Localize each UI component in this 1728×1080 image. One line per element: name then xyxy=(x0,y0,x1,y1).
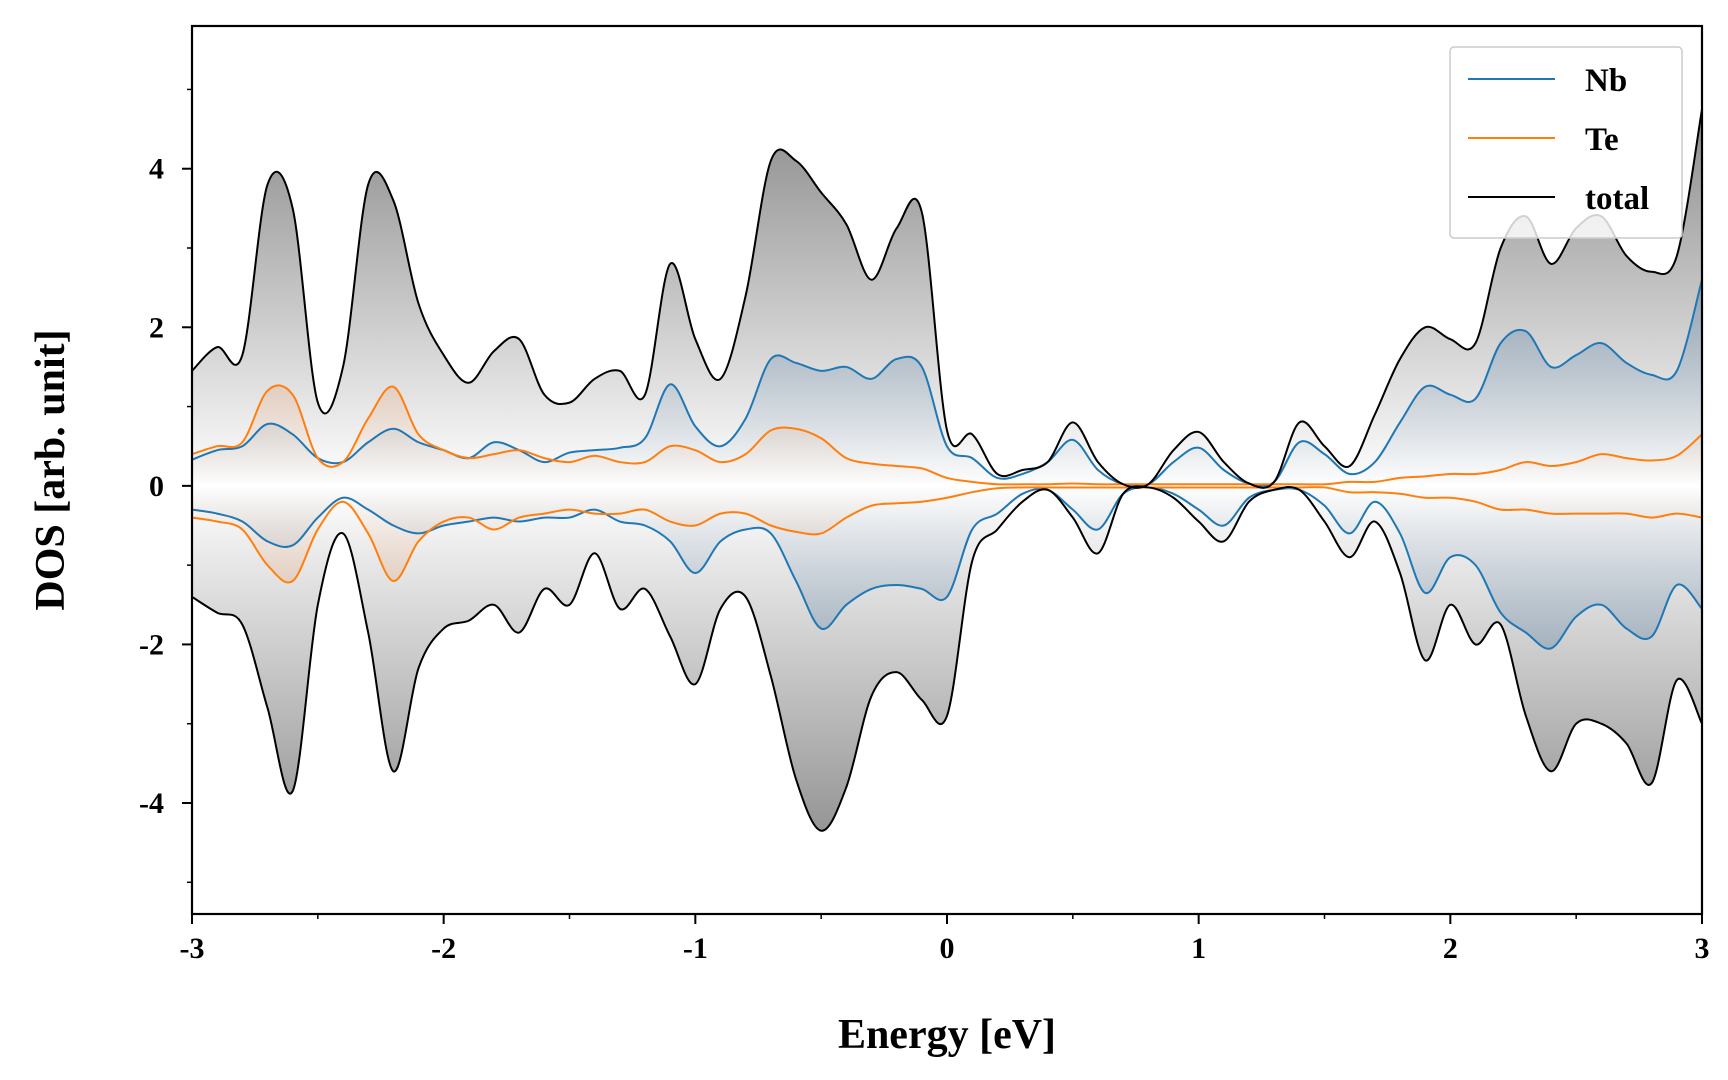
dos-fill-areas xyxy=(192,109,1702,831)
y-tick-label: -2 xyxy=(139,628,164,661)
x-axis-title: Energy [eV] xyxy=(838,1012,1056,1058)
line-te-up xyxy=(192,384,1702,486)
x-tick-label: 2 xyxy=(1443,932,1458,965)
legend-label-total: total xyxy=(1585,181,1649,217)
x-tick-label: -3 xyxy=(180,932,205,965)
line-te-down xyxy=(192,486,1702,584)
y-tick-label: 2 xyxy=(149,311,164,344)
y-tick-label: -4 xyxy=(139,787,164,820)
y-axis-title: DOS [arb. unit] xyxy=(28,329,74,610)
legend-box xyxy=(1449,46,1683,239)
x-tick-label: 0 xyxy=(940,932,955,965)
x-tick-label: -2 xyxy=(431,932,456,965)
axis-tick-labels: -3 -2 -1 0 1 2 3 -4 -2 0 2 4 xyxy=(139,153,1710,965)
fill-te-up xyxy=(192,385,1702,486)
y-tick-label: 4 xyxy=(149,153,164,186)
fill-nb-down xyxy=(192,485,1702,649)
dos-series-lines xyxy=(192,109,1702,832)
line-total-down xyxy=(192,485,1702,832)
legend-label-te: Te xyxy=(1585,122,1619,158)
axis-ticks xyxy=(182,88,1703,924)
fill-total-down xyxy=(192,485,1702,831)
legend-label-nb: Nb xyxy=(1585,63,1627,99)
x-tick-label: -1 xyxy=(683,932,708,965)
line-nb-down xyxy=(192,486,1702,650)
y-tick-label: 0 xyxy=(149,470,164,503)
line-total-up xyxy=(192,109,1702,489)
fill-te-down xyxy=(192,485,1702,583)
x-tick-label: 1 xyxy=(1191,932,1206,965)
x-tick-label: 3 xyxy=(1695,932,1710,965)
legend: Nb Te total xyxy=(1449,46,1683,239)
